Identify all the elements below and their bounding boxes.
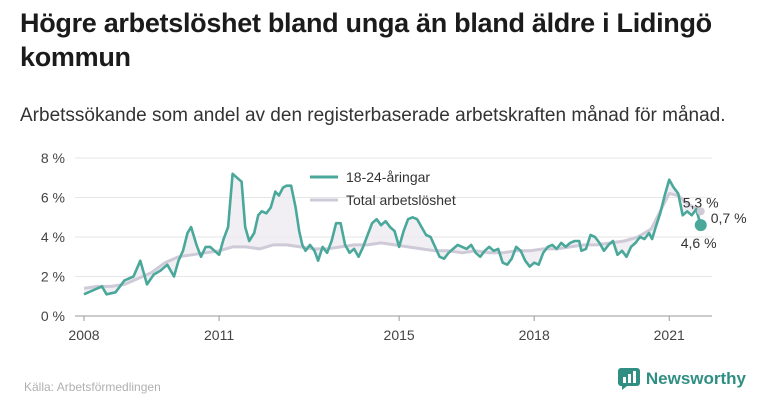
x-tick-label: 2008 bbox=[68, 327, 99, 343]
legend-label: Total arbetslöshet bbox=[346, 192, 456, 208]
chart-subtitle: Arbetssökande som andel av den registerb… bbox=[20, 105, 726, 126]
y-axis: 0 % 2 % 4 % 6 % 8 % bbox=[41, 150, 65, 324]
end-annotations: 5,3 %0,7 % 4,6 % bbox=[681, 194, 747, 251]
annotation-total: 5,3 % bbox=[683, 194, 719, 210]
series-line-total bbox=[83, 192, 702, 290]
end-point-total bbox=[696, 207, 705, 216]
x-tick-label: 2018 bbox=[519, 327, 550, 343]
gap-fill-area bbox=[84, 173, 701, 295]
annotation-youth: 4,6 % bbox=[681, 235, 717, 251]
x-tick-label: 2021 bbox=[654, 327, 685, 343]
x-tick-label: 2015 bbox=[384, 327, 415, 343]
legend: 18-24-åringar Total arbetslöshet bbox=[310, 169, 456, 208]
legend-label: 18-24-åringar bbox=[346, 169, 430, 185]
chart-title: Högre arbetslöshet bland unga än bland ä… bbox=[20, 8, 712, 72]
brand-name: Newsworthy bbox=[645, 369, 746, 388]
y-tick-label: 8 % bbox=[41, 150, 65, 166]
y-tick-label: 2 % bbox=[41, 269, 65, 285]
y-tick-label: 6 % bbox=[41, 190, 65, 206]
end-point-youth bbox=[694, 219, 707, 232]
x-tick-label: 2011 bbox=[204, 327, 234, 343]
brand-logo: Newsworthy bbox=[617, 368, 746, 390]
y-tick-label: 0 % bbox=[41, 308, 65, 324]
series-line-youth bbox=[83, 172, 702, 296]
annotation-gap: 0,7 % bbox=[711, 210, 747, 226]
source-note: Källa: Arbetsförmedlingen bbox=[24, 380, 161, 394]
y-tick-label: 4 % bbox=[41, 229, 65, 245]
newsworthy-logo-icon bbox=[617, 368, 640, 390]
line-chart: 0 % 2 % 4 % 6 % 8 % 2008 2011 2015 2018 2021 18-… bbox=[41, 150, 747, 343]
x-axis: 2008 2011 2015 2018 2021 bbox=[68, 316, 685, 343]
